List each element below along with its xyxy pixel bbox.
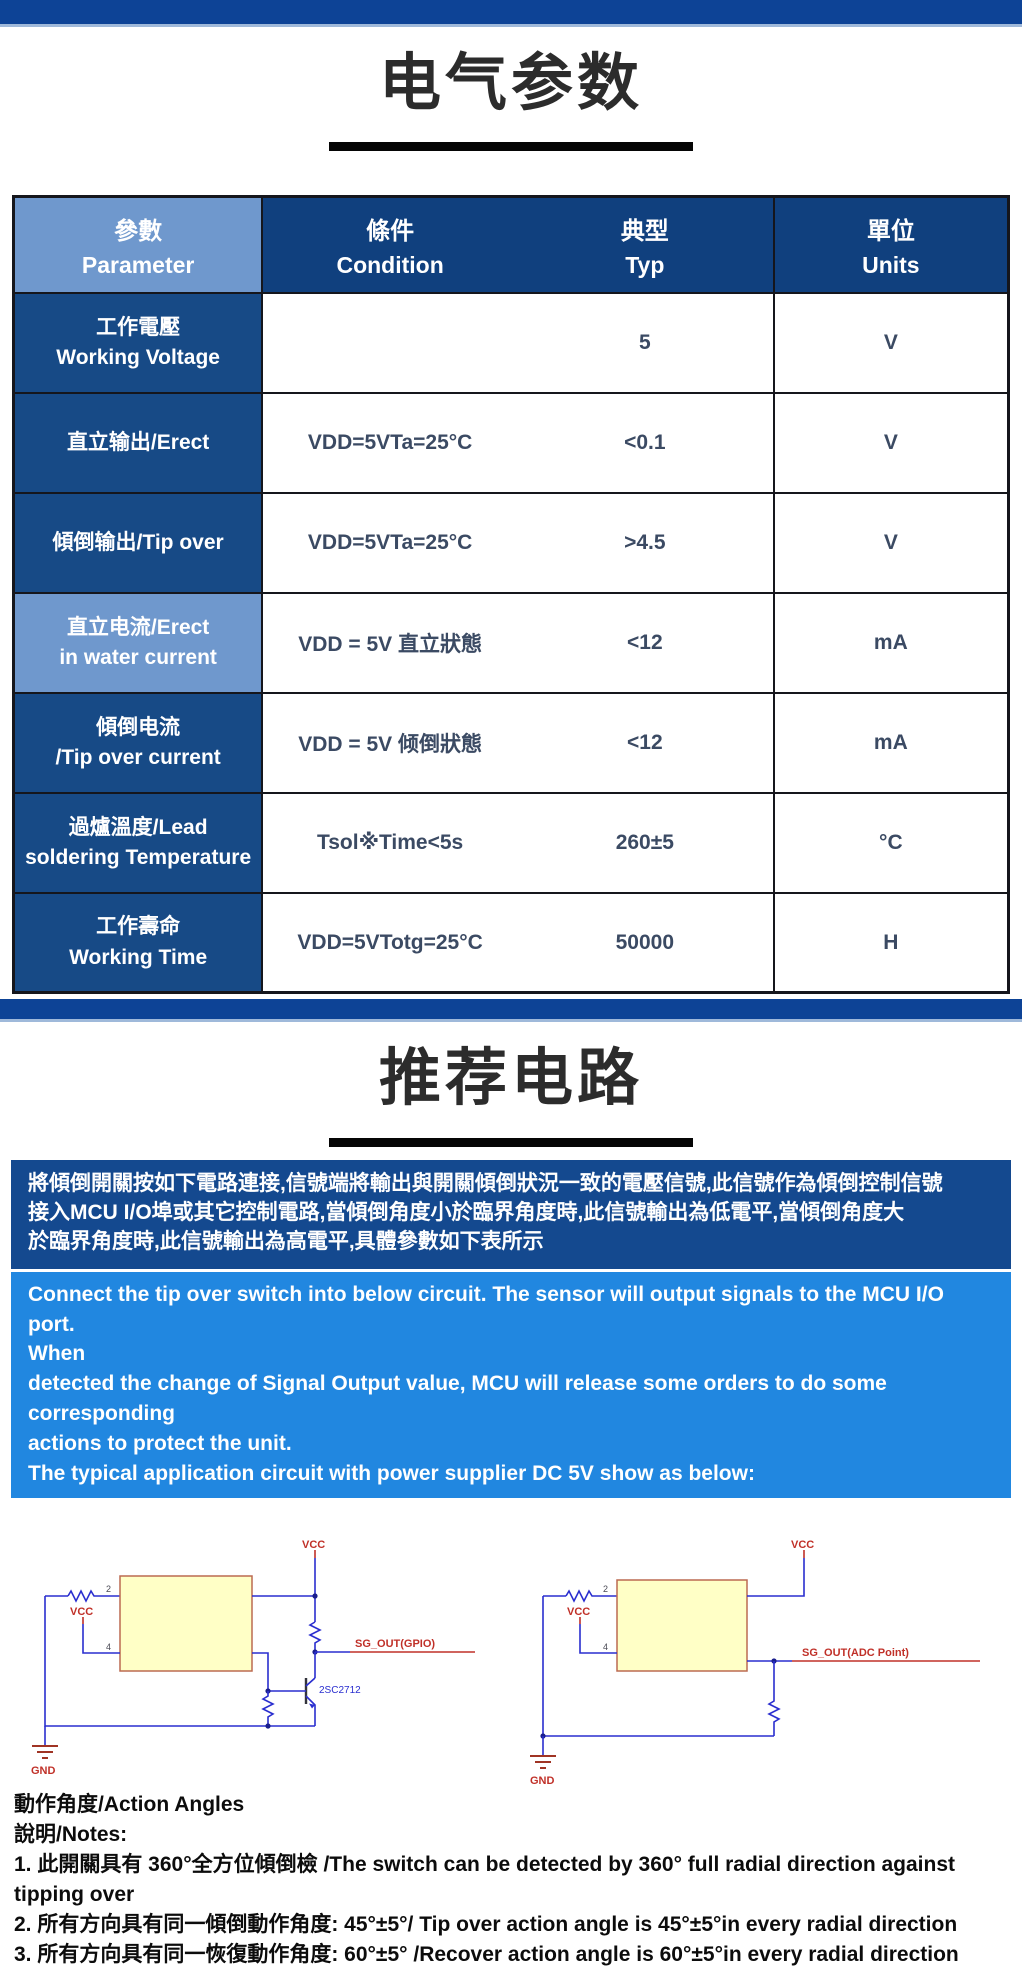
condition-cell: VDD=5VTa=25°C [262, 491, 517, 593]
table-row: 直立电流/Erect in water current VDD = 5V 直立狀態 <… [13, 591, 1009, 693]
param-cell: 傾倒输出/Tip over [13, 491, 264, 593]
param-cell: 過爐溫度/Lead soldering Temperature [13, 791, 264, 893]
units-cell: mA [773, 591, 1009, 693]
units-cell: °C [773, 791, 1009, 893]
condition-cell [262, 291, 517, 393]
units-cell: H [773, 891, 1009, 993]
electrical-parameters-table: 參數 Parameter 條件 Condition 典型 Typ 單位 Unit… [12, 195, 1010, 995]
spec-table-body: 工作電壓 Working Voltage 5 V 直立输出/Erect VDD=5VTa=… [13, 291, 1009, 993]
units-cell: mA [773, 691, 1009, 793]
table-row: 傾倒电流/Tip over current VDD = 5V 倾倒狀態 <12 mA [13, 691, 1009, 793]
pin-label: 2 [106, 1584, 111, 1594]
condition-cell: VDD=5VTotg=25°C [262, 891, 517, 993]
header-parameter: 參數 Parameter [13, 195, 264, 293]
title-underline-2 [329, 1137, 693, 1147]
table-row: 直立输出/Erect VDD=5VTa=25°C <0.1 V [13, 391, 1009, 493]
header-typ-en: Typ [625, 252, 665, 279]
table-row: 工作電壓 Working Voltage 5 V [13, 291, 1009, 393]
vcc-label: VCC [567, 1606, 590, 1618]
gnd-label: GND [31, 1765, 56, 1777]
typ-cell: 5 [516, 291, 775, 393]
description-chinese: 將傾倒開關按如下電路連接,信號端將輸出與開關傾倒狀況一致的電壓信號,此信號作為傾… [11, 1159, 1011, 1269]
param-cell: 直立输出/Erect [13, 391, 264, 493]
header-units-en: Units [862, 252, 920, 279]
gnd-label: GND [530, 1775, 555, 1786]
header-condition-en: Condition [336, 252, 444, 279]
pin-label: 4 [603, 1642, 608, 1652]
section-title-electrical-parameters: 电气参数 [378, 49, 643, 118]
units-cell: V [773, 291, 1009, 393]
header-condition: 條件 Condition [262, 195, 517, 293]
units-cell: V [773, 391, 1009, 493]
table-row: 工作壽命 Working Time VDD=5VTotg=25°C 50000 H [13, 891, 1009, 993]
param-cell: 工作電壓 Working Voltage [13, 291, 264, 393]
description-english: Connect the tip over switch into below c… [11, 1271, 1011, 1499]
circuit-diagram-adc: 2 VCC 4 VCC SG_OUT(ADC Point) GND [530, 1539, 980, 1786]
application-circuits: 2 VCC 4 VCC SG_OUT(GPIO) 2SC2712 [20, 1518, 1022, 1786]
typ-cell: 260±5 [516, 791, 775, 893]
section-divider-bar [0, 999, 1022, 1023]
typ-cell: >4.5 [516, 491, 775, 593]
pin-label: 2 [603, 1584, 608, 1594]
output-label: SG_OUT(GPIO) [355, 1638, 435, 1650]
condition-cell: VDD = 5V 直立狀態 [262, 591, 517, 693]
top-divider-bar [0, 0, 1022, 27]
typ-cell: <0.1 [516, 391, 775, 493]
vcc-label: VCC [70, 1606, 93, 1618]
typ-cell: <12 [516, 591, 775, 693]
table-row: 傾倒输出/Tip over VDD=5VTa=25°C >4.5 V [13, 491, 1009, 593]
condition-cell: VDD=5VTa=25°C [262, 391, 517, 493]
transistor-label: 2SC2712 [319, 1685, 361, 1696]
header-units-zh: 單位 [866, 218, 915, 246]
units-cell: V [773, 491, 1009, 593]
action-angle-notes: 動作角度/Action Angles 說明/Notes: 1. 此開關具有 36… [14, 1793, 959, 1966]
vcc-label: VCC [302, 1539, 325, 1551]
condition-cell: Tsol※Time<5s [262, 791, 517, 893]
param-cell: 直立电流/Erect in water current [13, 591, 264, 693]
sensor-module-box [616, 1579, 748, 1673]
typ-cell: <12 [516, 691, 775, 793]
header-parameter-zh: 參數 [114, 218, 163, 246]
sensor-module-box [119, 1575, 253, 1673]
pin-label: 4 [106, 1642, 111, 1652]
title-underline [329, 142, 693, 152]
table-header-row: 參數 Parameter 條件 Condition 典型 Typ 單位 Unit… [13, 195, 1009, 293]
param-cell: 傾倒电流/Tip over current [13, 691, 264, 793]
output-label: SG_OUT(ADC Point) [802, 1647, 909, 1659]
table-row: 過爐溫度/Lead soldering Temperature Tsol※Time<… [13, 791, 1009, 893]
header-parameter-en: Parameter [81, 252, 195, 279]
header-typ-zh: 典型 [620, 218, 669, 246]
header-typ: 典型 Typ [516, 195, 775, 293]
header-condition-zh: 條件 [366, 218, 415, 246]
typ-cell: 50000 [516, 891, 775, 993]
condition-cell: VDD = 5V 倾倒狀態 [262, 691, 517, 793]
circuit-diagram-gpio: 2 VCC 4 VCC SG_OUT(GPIO) 2SC2712 [31, 1539, 475, 1777]
header-units: 單位 Units [773, 195, 1009, 293]
section-title-recommended-circuit: 推荐电路 [378, 1044, 643, 1114]
vcc-label: VCC [791, 1539, 814, 1551]
param-cell: 工作壽命 Working Time [13, 891, 264, 993]
